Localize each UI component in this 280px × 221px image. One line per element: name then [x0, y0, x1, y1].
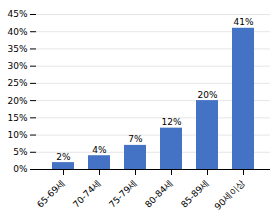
svg-text:10%: 10%: [7, 130, 27, 140]
svg-text:90세이상: 90세이상: [213, 178, 247, 212]
svg-text:65-69세: 65-69세: [35, 178, 67, 210]
svg-text:30%: 30%: [7, 61, 27, 71]
svg-text:2%: 2%: [56, 151, 71, 161]
svg-text:0%: 0%: [13, 164, 28, 174]
svg-text:40%: 40%: [7, 27, 27, 37]
svg-text:7%: 7%: [128, 134, 143, 144]
svg-text:25%: 25%: [7, 78, 27, 88]
svg-text:35%: 35%: [7, 44, 27, 54]
svg-text:12%: 12%: [161, 117, 181, 127]
svg-text:41%: 41%: [233, 17, 253, 27]
svg-text:5%: 5%: [13, 147, 28, 157]
svg-text:70-74세: 70-74세: [71, 178, 103, 210]
svg-text:20%: 20%: [7, 95, 27, 105]
svg-text:75-79세: 75-79세: [107, 178, 139, 210]
svg-text:4%: 4%: [92, 145, 107, 155]
svg-text:15%: 15%: [7, 113, 27, 123]
svg-text:80-84세: 80-84세: [143, 178, 175, 210]
svg-text:45%: 45%: [7, 9, 27, 19]
svg-text:85-89세: 85-89세: [179, 178, 211, 210]
svg-text:20%: 20%: [197, 89, 217, 99]
